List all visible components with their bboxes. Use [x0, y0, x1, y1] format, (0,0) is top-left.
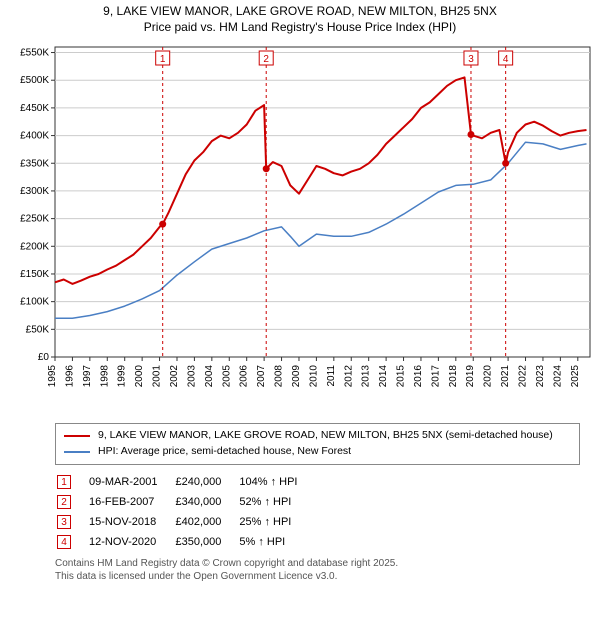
sale-marker-icon: 3	[57, 515, 71, 529]
svg-text:2017: 2017	[430, 365, 441, 388]
svg-text:2009: 2009	[291, 365, 302, 388]
svg-text:2006: 2006	[239, 365, 250, 388]
legend-property-label: 9, LAKE VIEW MANOR, LAKE GROVE ROAD, NEW…	[98, 428, 553, 444]
svg-text:£0: £0	[38, 352, 50, 363]
sale-pct: 25% ↑ HPI	[239, 513, 313, 531]
sale-price: £240,000	[175, 473, 237, 491]
legend: 9, LAKE VIEW MANOR, LAKE GROVE ROAD, NEW…	[55, 423, 580, 465]
legend-property: 9, LAKE VIEW MANOR, LAKE GROVE ROAD, NEW…	[64, 428, 571, 444]
sale-marker-icon: 4	[57, 535, 71, 549]
svg-text:2003: 2003	[186, 365, 197, 388]
sale-marker-icon: 2	[57, 495, 71, 509]
svg-text:2022: 2022	[518, 365, 529, 388]
svg-text:£350K: £350K	[20, 158, 49, 169]
svg-text:2013: 2013	[361, 365, 372, 388]
svg-text:2023: 2023	[535, 365, 546, 388]
sale-pct: 52% ↑ HPI	[239, 493, 313, 511]
svg-text:2018: 2018	[448, 365, 459, 388]
table-row: 1 09-MAR-2001£240,000104% ↑ HPI	[57, 473, 313, 491]
svg-text:2011: 2011	[326, 365, 337, 387]
svg-text:£100K: £100K	[20, 297, 49, 308]
sale-price: £350,000	[175, 533, 237, 551]
svg-text:2016: 2016	[413, 365, 424, 388]
svg-text:£150K: £150K	[20, 269, 49, 280]
sale-marker-icon: 1	[57, 475, 71, 489]
title-line2: Price paid vs. HM Land Registry's House …	[144, 20, 456, 34]
svg-text:2002: 2002	[169, 365, 180, 388]
svg-text:1997: 1997	[82, 365, 93, 388]
svg-text:2: 2	[263, 54, 269, 65]
svg-text:2019: 2019	[465, 365, 476, 388]
svg-text:£450K: £450K	[20, 103, 49, 114]
svg-text:£50K: £50K	[26, 325, 50, 336]
svg-text:4: 4	[503, 54, 509, 65]
sale-pct: 5% ↑ HPI	[239, 533, 313, 551]
legend-hpi-label: HPI: Average price, semi-detached house,…	[98, 444, 351, 460]
svg-text:1999: 1999	[117, 365, 128, 388]
title-line1: 9, LAKE VIEW MANOR, LAKE GROVE ROAD, NEW…	[103, 4, 497, 18]
sale-date: 15-NOV-2018	[89, 513, 173, 531]
svg-text:2024: 2024	[552, 365, 563, 388]
svg-text:£300K: £300K	[20, 186, 49, 197]
sale-price: £402,000	[175, 513, 237, 531]
table-row: 3 15-NOV-2018£402,00025% ↑ HPI	[57, 513, 313, 531]
svg-text:2010: 2010	[308, 365, 319, 388]
sales-table: 1 09-MAR-2001£240,000104% ↑ HPI 2 16-FEB-20…	[55, 471, 315, 553]
sale-pct: 104% ↑ HPI	[239, 473, 313, 491]
svg-text:1998: 1998	[99, 365, 110, 388]
svg-text:2020: 2020	[483, 365, 494, 388]
svg-text:2015: 2015	[396, 365, 407, 388]
footnote: Contains HM Land Registry data © Crown c…	[55, 557, 580, 583]
svg-text:2008: 2008	[274, 365, 285, 388]
svg-text:2005: 2005	[221, 365, 232, 388]
chart-title: 9, LAKE VIEW MANOR, LAKE GROVE ROAD, NEW…	[0, 0, 600, 37]
svg-text:£200K: £200K	[20, 241, 49, 252]
sale-date: 09-MAR-2001	[89, 473, 173, 491]
svg-text:3: 3	[468, 54, 474, 65]
svg-text:2007: 2007	[256, 365, 267, 388]
table-row: 4 12-NOV-2020£350,0005% ↑ HPI	[57, 533, 313, 551]
svg-text:2014: 2014	[378, 365, 389, 388]
svg-text:2004: 2004	[204, 365, 215, 388]
svg-text:£500K: £500K	[20, 75, 49, 86]
sale-date: 16-FEB-2007	[89, 493, 173, 511]
legend-swatch-property	[64, 435, 90, 437]
svg-text:1995: 1995	[47, 365, 58, 388]
sale-price: £340,000	[175, 493, 237, 511]
footnote-line1: Contains HM Land Registry data © Crown c…	[55, 558, 398, 569]
svg-text:1996: 1996	[64, 365, 75, 388]
legend-swatch-hpi	[64, 451, 90, 453]
svg-text:2000: 2000	[134, 365, 145, 388]
svg-text:£250K: £250K	[20, 214, 49, 225]
svg-text:1: 1	[160, 54, 166, 65]
table-row: 2 16-FEB-2007£340,00052% ↑ HPI	[57, 493, 313, 511]
svg-text:2025: 2025	[570, 365, 581, 388]
legend-hpi: HPI: Average price, semi-detached house,…	[64, 444, 571, 460]
svg-text:2012: 2012	[343, 365, 354, 388]
svg-text:£400K: £400K	[20, 131, 49, 142]
line-chart: £0 £50K £100K £150K £200K £250K £300K £350K £400…	[0, 37, 600, 417]
svg-text:£550K: £550K	[20, 48, 49, 59]
footnote-line2: This data is licensed under the Open Gov…	[55, 571, 337, 582]
svg-text:2001: 2001	[152, 365, 163, 388]
svg-text:2021: 2021	[500, 365, 511, 388]
chart-container: £0 £50K £100K £150K £200K £250K £300K £350K £400…	[0, 37, 600, 417]
sale-date: 12-NOV-2020	[89, 533, 173, 551]
